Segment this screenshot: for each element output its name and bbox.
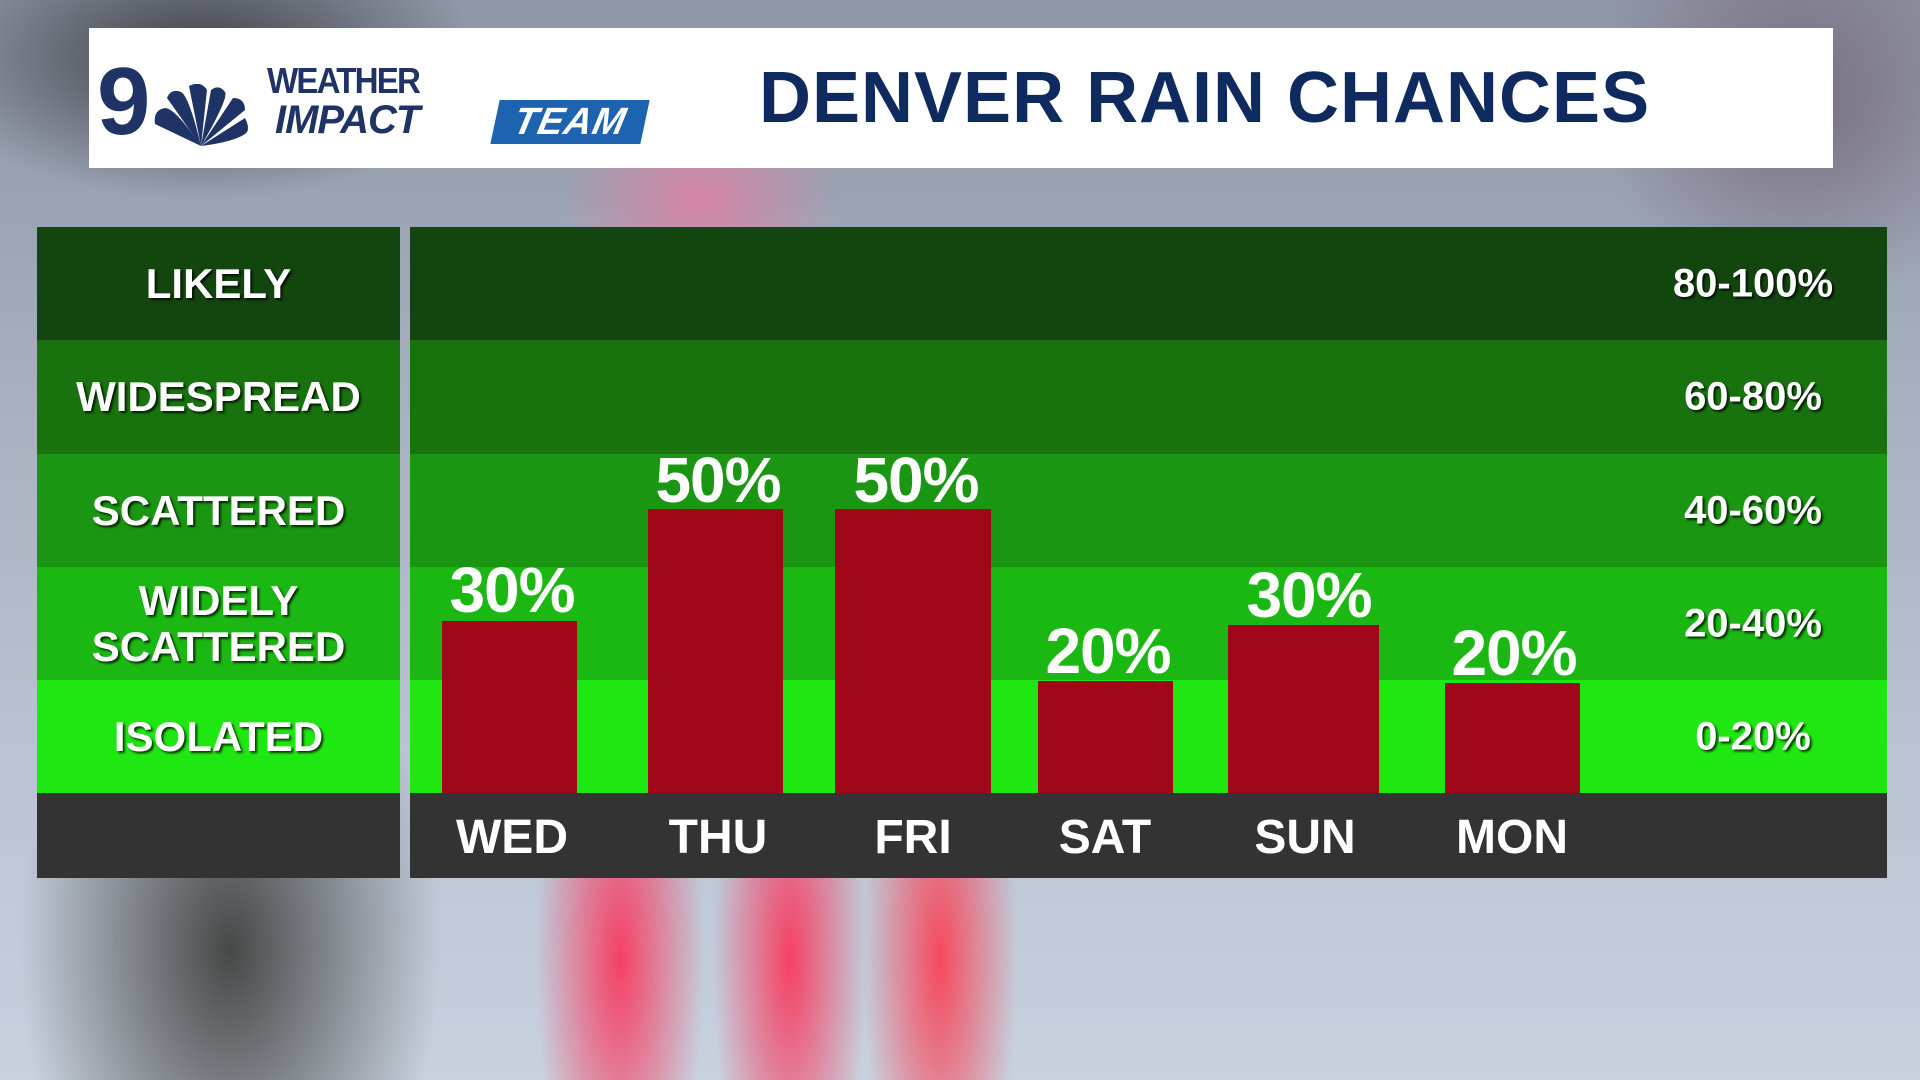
category-label: LIKELY bbox=[145, 259, 292, 307]
bar-value-label: 20% bbox=[1045, 615, 1171, 687]
category-label: WIDELY SCATTERED bbox=[91, 576, 346, 670]
bar-fri bbox=[835, 509, 991, 793]
logo-team-text: TEAM bbox=[509, 101, 631, 143]
range-label: 60-80% bbox=[1684, 374, 1822, 419]
header-banner: 9 WEATHER IMPACT TEAM DENVER RAIN CHANCE… bbox=[89, 28, 1833, 168]
logo-impact-text: IMPACT bbox=[275, 98, 420, 142]
category-label: WIDESPREAD bbox=[76, 373, 361, 420]
category-band-widely-scattered: WIDELY SCATTERED bbox=[37, 567, 400, 680]
category-label: ISOLATED bbox=[113, 712, 324, 760]
bar-value-label: 30% bbox=[449, 554, 575, 626]
peacock-icon bbox=[154, 84, 248, 146]
day-axis bbox=[410, 793, 1887, 878]
range-label: 0-20% bbox=[1695, 714, 1811, 758]
channel-number: 9 bbox=[97, 48, 150, 155]
chart-band-40-60: 40-60% bbox=[410, 454, 1887, 567]
logo-weather-text: WEATHER bbox=[267, 60, 421, 101]
category-band-likely: LIKELY bbox=[37, 227, 400, 340]
day-label: SAT bbox=[1058, 811, 1152, 864]
category-band-isolated: ISOLATED bbox=[37, 680, 400, 793]
bar-thu bbox=[648, 509, 783, 793]
day-label: THU bbox=[668, 811, 768, 864]
bar-wed bbox=[442, 621, 577, 793]
category-band-widespread: WIDESPREAD bbox=[37, 340, 400, 454]
chart-band-60-80: 60-80% bbox=[410, 340, 1887, 454]
page-title: DENVER RAIN CHANCES bbox=[759, 58, 1651, 138]
category-band-scattered: SCATTERED bbox=[37, 454, 400, 567]
day-label: WED bbox=[456, 811, 568, 864]
logo-team-badge: TEAM bbox=[490, 100, 650, 144]
bar-mon bbox=[1445, 683, 1580, 793]
bar-value-label: 50% bbox=[853, 444, 979, 516]
range-label: 40-60% bbox=[1684, 488, 1822, 532]
legend-footer bbox=[37, 793, 400, 878]
bar-value-label: 20% bbox=[1451, 617, 1577, 689]
category-legend-panel: LIKELY WIDESPREAD SCATTERED WIDELY SCATT… bbox=[37, 227, 400, 878]
station-logo: 9 WEATHER IMPACT TEAM bbox=[97, 48, 657, 158]
bar-value-label: 50% bbox=[655, 444, 781, 516]
category-label: SCATTERED bbox=[91, 486, 346, 534]
day-label: FRI bbox=[874, 811, 952, 864]
bar-sat bbox=[1038, 681, 1173, 793]
rain-chance-chart: 80-100% 60-80% 40-60% 20-40% 0-20% 30% W… bbox=[410, 227, 1887, 878]
range-label: 80-100% bbox=[1672, 261, 1834, 305]
day-label: SUN bbox=[1254, 811, 1356, 864]
day-label: MON bbox=[1456, 811, 1568, 864]
range-label: 20-40% bbox=[1684, 601, 1822, 645]
chart-band-80-100: 80-100% bbox=[410, 227, 1887, 340]
bar-sun bbox=[1228, 625, 1379, 793]
bar-value-label: 30% bbox=[1246, 559, 1372, 631]
